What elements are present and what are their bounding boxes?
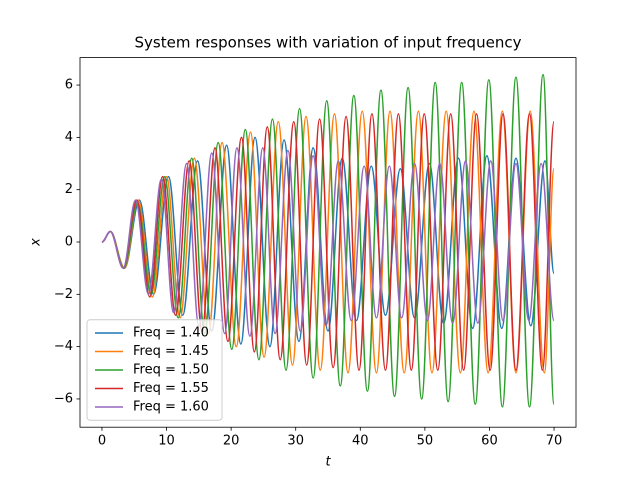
chart-title: System responses with variation of input… bbox=[135, 34, 522, 52]
x-tick-label: 10 bbox=[158, 434, 175, 449]
legend-label: Freq = 1.60 bbox=[133, 399, 209, 414]
legend-label: Freq = 1.50 bbox=[133, 362, 209, 377]
legend-label: Freq = 1.55 bbox=[133, 381, 209, 396]
series-line bbox=[101, 110, 555, 374]
legend-label: Freq = 1.45 bbox=[133, 344, 209, 359]
x-tick-label: 30 bbox=[287, 434, 304, 449]
y-tick-label: 0 bbox=[65, 235, 73, 250]
x-tick-label: 0 bbox=[98, 434, 106, 449]
x-tick-label: 60 bbox=[481, 434, 498, 449]
legend-box bbox=[86, 319, 223, 421]
y-tick-label: −4 bbox=[54, 339, 73, 354]
legend-label: Freq = 1.40 bbox=[133, 325, 209, 340]
x-axis-label: t bbox=[325, 455, 331, 470]
series-line bbox=[101, 147, 555, 337]
y-tick-label: −6 bbox=[54, 391, 73, 406]
x-tick-label: 40 bbox=[352, 434, 369, 449]
x-tick-label: 20 bbox=[223, 434, 240, 449]
x-tick-label: 70 bbox=[546, 434, 563, 449]
x-tick-label: 50 bbox=[417, 434, 434, 449]
y-tick-label: 6 bbox=[65, 78, 73, 93]
y-axis-label: x bbox=[29, 238, 44, 247]
legend: Freq = 1.40 Freq = 1.45 Freq = 1.50 Freq = … bbox=[86, 319, 223, 421]
series-line bbox=[101, 113, 555, 371]
y-tick-label: 4 bbox=[65, 130, 73, 145]
y-tick-label: 2 bbox=[65, 182, 73, 197]
y-tick-label: −2 bbox=[54, 287, 73, 302]
